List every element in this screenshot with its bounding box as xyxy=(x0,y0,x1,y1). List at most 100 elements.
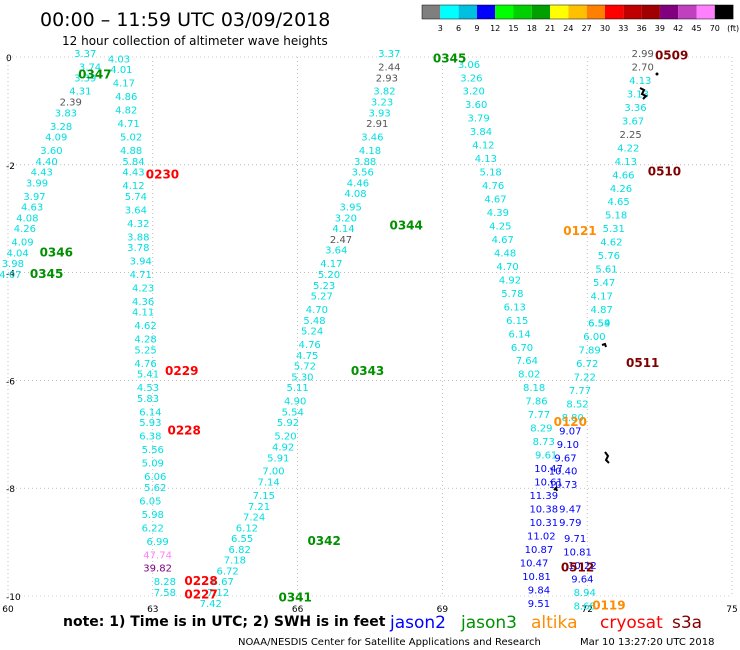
wave-height-point: 4.75 xyxy=(296,351,318,362)
wave-height-point: 8.80 xyxy=(562,413,584,424)
wave-height-point: 6.06 xyxy=(144,472,166,483)
wave-height-point: 3.46 xyxy=(361,133,383,144)
y-tick-label: -2 xyxy=(6,162,15,172)
wave-height-point: 6.72 xyxy=(576,359,598,370)
wave-height-point: 4.28 xyxy=(134,335,156,346)
colorbar-frame xyxy=(421,4,734,20)
wave-height-point: 5.24 xyxy=(301,327,323,338)
wave-height-point: 3.95 xyxy=(340,203,362,214)
colorbar-label: 24 xyxy=(563,24,573,33)
wave-height-point: 3.88 xyxy=(354,157,376,168)
wave-height-point: 5.47 xyxy=(593,278,615,289)
colorbar-label: 18 xyxy=(527,24,537,33)
wave-height-point: 4.04 xyxy=(7,248,29,259)
wave-height-point: 4.11 xyxy=(132,308,154,319)
wave-height-point: 39.82 xyxy=(143,564,172,575)
wave-height-point: 2.93 xyxy=(376,73,398,84)
wave-height-point: 6.13 xyxy=(504,302,526,313)
wave-height-point: 10.40 xyxy=(549,467,578,478)
wave-height-point: 4.62 xyxy=(600,238,622,249)
wave-height-point: 9.84 xyxy=(528,585,550,596)
wave-height-point: 4.08 xyxy=(344,189,366,200)
pass-time-label: 0228 xyxy=(184,574,217,588)
wave-height-point: 6.12 xyxy=(236,523,258,534)
pass-time-label: 0228 xyxy=(167,423,200,437)
wave-height-point: 7.42 xyxy=(200,599,222,610)
wave-height-point: 5.02 xyxy=(120,133,142,144)
wave-height-point: 4.63 xyxy=(21,203,43,214)
wave-height-point: 7.77 xyxy=(569,386,591,397)
x-tick-label: 69 xyxy=(437,605,449,615)
wave-height-point: 4.48 xyxy=(494,248,516,259)
colorbar-swatch xyxy=(641,5,660,19)
wave-height-point: 4.43 xyxy=(31,168,53,179)
pass-time-label: 0341 xyxy=(278,590,311,604)
wave-height-point: 3.60 xyxy=(40,146,62,157)
wave-height-point: 4.25 xyxy=(489,221,511,232)
wave-height-point: 2.70 xyxy=(632,62,654,73)
wave-height-point: 4.14 xyxy=(332,224,354,235)
wave-height-point: 7.18 xyxy=(224,556,246,567)
wave-height-point: 5.72 xyxy=(294,362,316,373)
wave-height-point: 10.31 xyxy=(529,518,558,529)
wave-height-point: 4.46 xyxy=(347,178,369,189)
y-tick-label: -4 xyxy=(6,270,15,280)
pass-time-label: 0344 xyxy=(389,218,422,232)
wave-height-point: 4.08 xyxy=(16,213,38,224)
colorbar-swatch xyxy=(422,5,441,19)
pass-time-label: 0121 xyxy=(563,224,596,238)
wave-height-point: 3.06 xyxy=(458,60,480,71)
plot-grid xyxy=(7,56,733,597)
wave-height-point: 3.64 xyxy=(325,246,347,257)
wave-height-point: 3.60 xyxy=(465,100,487,111)
legend-jason3: jason3 xyxy=(460,613,517,633)
wave-height-point: 5.62 xyxy=(144,483,166,494)
wave-height-point: 5.20 xyxy=(318,270,340,281)
wave-height-point: 4.09 xyxy=(11,238,33,249)
wave-height-point: 4.22 xyxy=(617,143,639,154)
wave-height-point: 4.71 xyxy=(130,270,152,281)
wave-height-point: 9.10 xyxy=(557,440,579,451)
wave-height-point: 8.73 xyxy=(533,437,555,448)
wave-height-point: 6.99 xyxy=(146,537,168,548)
wave-height-point: 8.94 xyxy=(574,588,596,599)
wave-height-point: 7.58 xyxy=(154,588,176,599)
wave-height-point: 4.90 xyxy=(284,397,306,408)
colorbar-label: 39 xyxy=(655,24,665,33)
x-tick-label: 75 xyxy=(726,605,737,615)
colorbar-label: 15 xyxy=(508,24,518,33)
legend-cryosat: cryosat xyxy=(600,613,663,633)
wave-height-point: 5.25 xyxy=(134,345,156,356)
colorbar-swatch xyxy=(458,5,477,19)
wave-height-point: 3.83 xyxy=(55,108,77,119)
chart-title: 00:00 – 11:59 UTC 03/09/2018 xyxy=(40,9,330,31)
wave-height-point: 4.26 xyxy=(14,224,36,235)
wave-height-point: 2.44 xyxy=(378,62,400,73)
wave-height-point: 3.99 xyxy=(26,178,48,189)
legend-s3a: s3a xyxy=(672,613,702,633)
pass-time-label: 0230 xyxy=(146,167,179,181)
pass-time-label: 0511 xyxy=(626,356,659,370)
wave-height-point: 7.00 xyxy=(262,467,284,478)
wave-height-point: 2.39 xyxy=(60,98,82,109)
wave-height-point: 7.86 xyxy=(525,397,547,408)
wave-height-point: 4.82 xyxy=(115,106,137,117)
wave-height-point: 10.87 xyxy=(525,545,554,556)
wave-height-point: 7.21 xyxy=(248,502,270,513)
wave-height-point: 3.56 xyxy=(352,168,374,179)
wave-height-point: 5.54 xyxy=(282,407,304,418)
wave-height-point: 6.38 xyxy=(139,432,161,443)
wave-height-point: 4.76 xyxy=(482,181,504,192)
pass-time-label: 0342 xyxy=(307,534,340,548)
wave-height-point: 9.79 xyxy=(559,518,581,529)
wave-height-point: 4.12 xyxy=(122,181,144,192)
wave-height-point: 5.27 xyxy=(311,292,333,303)
wave-height-point: 10.47 xyxy=(520,558,549,569)
wave-height-point: 8.02 xyxy=(518,370,540,381)
colorbar: 3 6 9 12 15 18 21 24 27 30 33 36 39 42 45 70 (ft) xyxy=(421,4,739,33)
colorbar-swatch xyxy=(476,5,496,19)
wave-height-point: 2.47 xyxy=(330,235,352,246)
wave-height-point: 3.84 xyxy=(470,127,492,138)
colorbar-label: 45 xyxy=(691,24,701,33)
wave-height-point: 6.14 xyxy=(139,407,161,418)
